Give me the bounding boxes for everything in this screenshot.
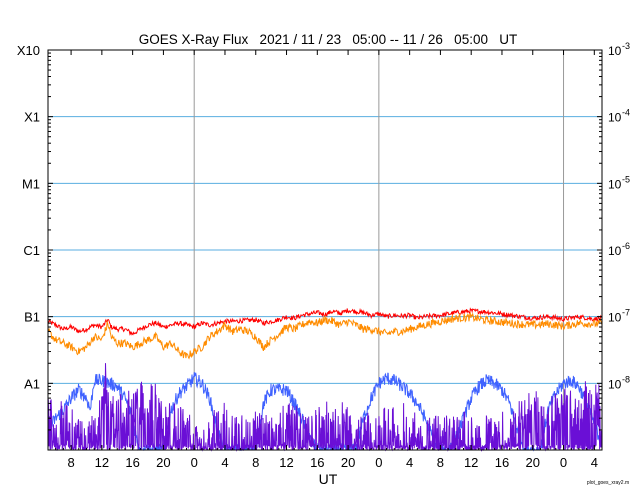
y-left-tick-label: B1 bbox=[24, 310, 40, 325]
y-left-tick-label: M1 bbox=[22, 176, 40, 191]
axis-ticks bbox=[47, 49, 603, 451]
y-left-tick-label: X1 bbox=[24, 110, 40, 125]
y-right-tick-label: 10 bbox=[608, 111, 622, 125]
x-tick-label: 12 bbox=[279, 455, 293, 470]
y-right-tick-label: 10 bbox=[608, 44, 622, 58]
x-tick-label: 0 bbox=[375, 455, 382, 470]
y-right-tick-exponent: -5 bbox=[622, 174, 630, 184]
y-right-tick-exponent: -7 bbox=[622, 308, 630, 318]
y-right-tick-label: 10 bbox=[608, 177, 622, 191]
y-right-tick-label: 10 bbox=[608, 377, 622, 391]
x-tick-label: 20 bbox=[341, 455, 355, 470]
x-tick-label: 4 bbox=[221, 455, 228, 470]
x-tick-label: 8 bbox=[67, 455, 74, 470]
footer-note: plot_goes_xray2.m bbox=[587, 480, 629, 486]
y-left-tick-label: A1 bbox=[24, 376, 40, 391]
y-left-tick-label: X10 bbox=[17, 43, 40, 58]
right-axis-labels: 10-810-710-610-510-410-3 bbox=[608, 41, 630, 391]
x-tick-label: 0 bbox=[191, 455, 198, 470]
x-tick-label: 16 bbox=[125, 455, 139, 470]
x-tick-label: 16 bbox=[495, 455, 509, 470]
x-tick-label: 4 bbox=[406, 455, 413, 470]
y-right-tick-exponent: -4 bbox=[622, 108, 630, 118]
x-tick-label: 0 bbox=[560, 455, 567, 470]
chart-title: GOES X-Ray Flux 2021 / 11 / 23 05:00 -- … bbox=[139, 32, 517, 47]
x-tick-label: 8 bbox=[252, 455, 259, 470]
x-tick-label: 16 bbox=[310, 455, 324, 470]
y-right-tick-exponent: -8 bbox=[622, 374, 630, 384]
y-right-tick-label: 10 bbox=[608, 311, 622, 325]
x-tick-label: 12 bbox=[464, 455, 478, 470]
x-axis-title: UT bbox=[319, 471, 338, 487]
left-axis-labels: A1 B1 C1 M1 X1 X10 bbox=[17, 43, 40, 391]
x-axis-labels: 8 12 16 20 0 4 8 12 16 20 0 4 8 12 16 20 0 4 bbox=[67, 455, 597, 470]
x-tick-label: 12 bbox=[95, 455, 109, 470]
x-tick-label: 8 bbox=[437, 455, 444, 470]
y-right-tick-exponent: -3 bbox=[622, 41, 630, 51]
x-tick-label: 4 bbox=[591, 455, 598, 470]
x-tick-label: 20 bbox=[526, 455, 540, 470]
y-right-tick-exponent: -6 bbox=[622, 241, 630, 251]
y-right-tick-label: 10 bbox=[608, 244, 622, 258]
x-tick-label: 20 bbox=[156, 455, 170, 470]
y-left-tick-label: C1 bbox=[23, 243, 40, 258]
series-orange-line bbox=[47, 311, 603, 360]
series-purple-line bbox=[47, 363, 603, 452]
